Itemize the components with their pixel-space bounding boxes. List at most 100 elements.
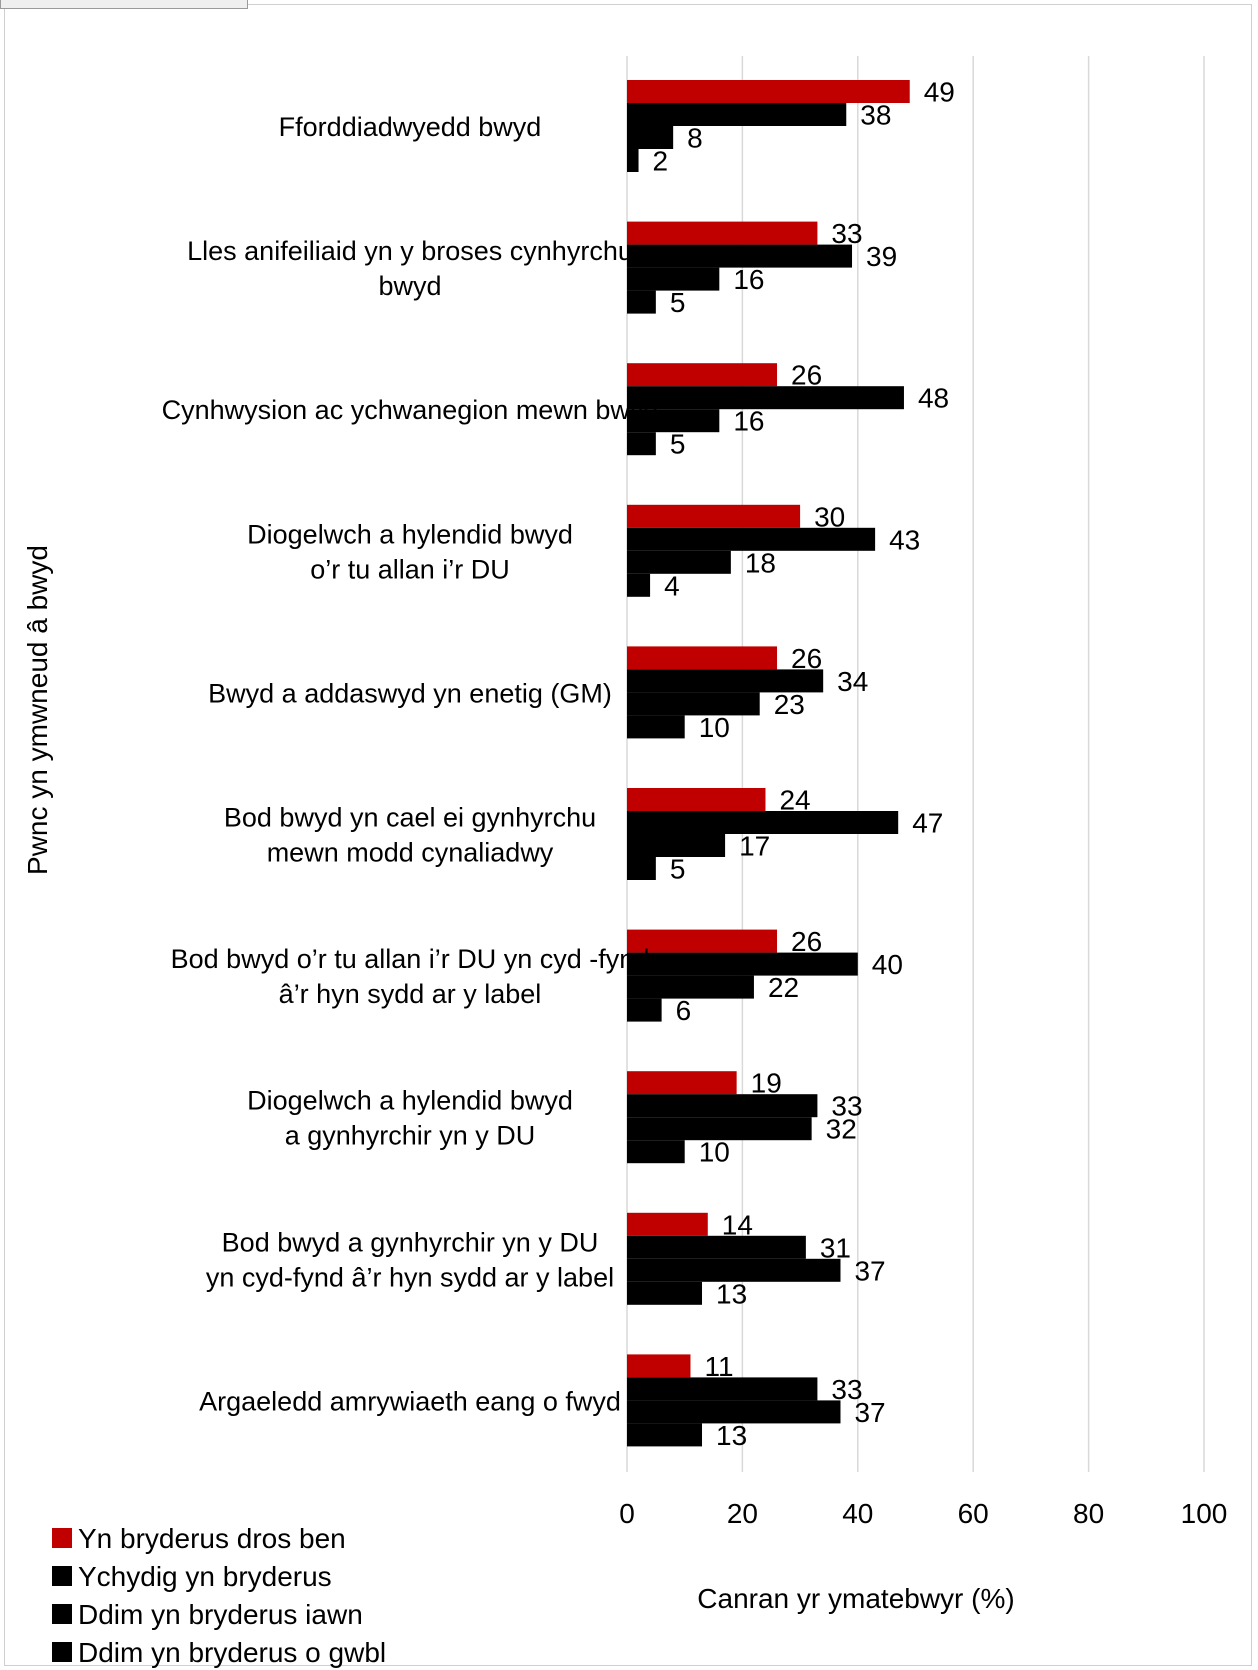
bars	[627, 80, 910, 1447]
bar	[627, 975, 754, 999]
category-label: Bod bwyd a gynhyrchir yn y DU yn cyd-fynd…	[206, 1227, 614, 1292]
data-label: 38	[860, 100, 891, 131]
bar	[627, 1212, 708, 1236]
bar	[627, 669, 824, 693]
bar	[627, 149, 639, 172]
data-label: 17	[739, 831, 770, 862]
category-label: Bwyd a addaswyd yn enetig (GM)	[208, 678, 612, 708]
bar	[627, 363, 778, 387]
y-axis-title: Pwnc yn ymwneud â bwyd	[22, 545, 53, 875]
legend: Yn bryderus dros ben Ychydig yn bryderus D…	[52, 1523, 386, 1668]
data-label: 10	[699, 712, 730, 743]
bar	[627, 409, 720, 433]
bar	[627, 1235, 806, 1259]
category-label-line: Fforddiadwyedd bwyd	[279, 112, 542, 142]
data-label: 16	[733, 264, 764, 295]
bar	[627, 715, 685, 739]
bar	[627, 573, 651, 597]
data-label: 33	[831, 1091, 862, 1122]
category-label-line: â’r hyn sydd ar y label	[279, 979, 542, 1009]
category-label-line: yn cyd-fynd â’r hyn sydd ar y label	[206, 1262, 614, 1292]
category-label: Argaeledd amrywiaeth eang o fwyd	[199, 1386, 621, 1416]
bar	[627, 1281, 703, 1305]
x-tick-label: 80	[1073, 1498, 1104, 1529]
data-label: 13	[716, 1420, 747, 1451]
category-label-line: Lles anifeiliaid yn y broses cynhyrchu	[187, 236, 633, 266]
x-tick-label: 100	[1181, 1498, 1228, 1529]
bar	[627, 1071, 737, 1095]
bar	[627, 692, 760, 716]
category-label-line: Bod bwyd a gynhyrchir yn y DU	[222, 1227, 599, 1257]
data-label: 14	[722, 1209, 753, 1240]
category-label: Bod bwyd yn cael ei gynhyrchu mewn modd c…	[224, 803, 596, 868]
bar	[627, 80, 910, 103]
data-label: 30	[814, 501, 845, 532]
bar	[627, 126, 674, 149]
legend-label: Yn bryderus dros ben	[78, 1523, 346, 1554]
data-label: 33	[831, 218, 862, 249]
data-label: 10	[699, 1137, 730, 1168]
data-label: 2	[653, 146, 669, 177]
bar	[627, 527, 876, 551]
data-labels: 4938823339165264816530431842634231024471…	[653, 77, 955, 1451]
bar	[627, 290, 656, 314]
bar	[627, 1094, 818, 1118]
bar	[627, 1377, 818, 1401]
bar	[627, 1117, 812, 1141]
data-label: 6	[676, 995, 692, 1026]
category-label-line: Bwyd a addaswyd yn enetig (GM)	[208, 678, 612, 708]
bar	[627, 1140, 685, 1164]
bar	[627, 929, 778, 953]
category-label: Diogelwch a hylendid bwyd a gynhyrchir yn…	[247, 1086, 573, 1151]
category-label-line: Diogelwch a hylendid bwyd	[247, 519, 573, 549]
data-label: 40	[872, 949, 903, 980]
bar	[627, 550, 731, 574]
x-tick-labels: 0 20 40 60 80 100	[619, 1498, 1227, 1529]
x-tick-label: 0	[619, 1498, 635, 1529]
x-axis-title: Canran yr ymatebwyr (%)	[697, 1583, 1014, 1614]
data-label: 26	[791, 360, 822, 391]
bar	[627, 1400, 841, 1424]
data-label: 11	[704, 1351, 733, 1382]
bar	[627, 834, 726, 857]
legend-label: Ychydig yn bryderus	[78, 1561, 332, 1592]
category-label-line: bwyd	[378, 271, 441, 301]
data-label: 18	[745, 547, 776, 578]
legend-swatch	[52, 1528, 72, 1548]
category-label-line: o’r tu allan i’r DU	[310, 554, 510, 584]
data-label: 43	[889, 524, 920, 555]
data-label: 5	[670, 854, 686, 885]
legend-swatch	[52, 1566, 72, 1586]
bar	[627, 998, 662, 1022]
bar	[627, 221, 818, 245]
data-label: 16	[733, 406, 764, 437]
bar	[627, 857, 656, 880]
category-label: Diogelwch a hylendid bwyd o’r tu allan i’…	[247, 519, 573, 584]
data-label: 5	[670, 429, 686, 460]
data-label: 33	[831, 1374, 862, 1405]
data-label: 37	[854, 1397, 885, 1428]
legend-swatch	[52, 1604, 72, 1624]
bar	[627, 432, 656, 456]
data-label: 8	[687, 123, 703, 154]
category-label-line: Diogelwch a hylendid bwyd	[247, 1086, 573, 1116]
data-label: 48	[918, 383, 949, 414]
data-label: 26	[791, 926, 822, 957]
category-label-line: a gynhyrchir yn y DU	[285, 1121, 536, 1151]
category-label: Fforddiadwyedd bwyd	[279, 112, 542, 142]
bar	[627, 811, 899, 834]
data-label: 31	[820, 1232, 851, 1263]
bar	[627, 952, 858, 976]
category-label: Bod bwyd o’r tu allan i’r DU yn cyd -fyn…	[171, 944, 650, 1009]
category-label-line: Cynhwysion ac ychwanegion mewn bwyd	[162, 395, 659, 425]
x-tick-label: 20	[727, 1498, 758, 1529]
bar	[627, 1258, 841, 1282]
data-label: 26	[791, 643, 822, 674]
data-label: 32	[826, 1114, 857, 1145]
x-tick-label: 60	[958, 1498, 989, 1529]
category-label: Cynhwysion ac ychwanegion mewn bwyd	[162, 395, 659, 425]
data-label: 47	[912, 808, 943, 839]
bar	[627, 386, 904, 410]
legend-label: Ddim yn bryderus o gwbl	[78, 1637, 386, 1668]
